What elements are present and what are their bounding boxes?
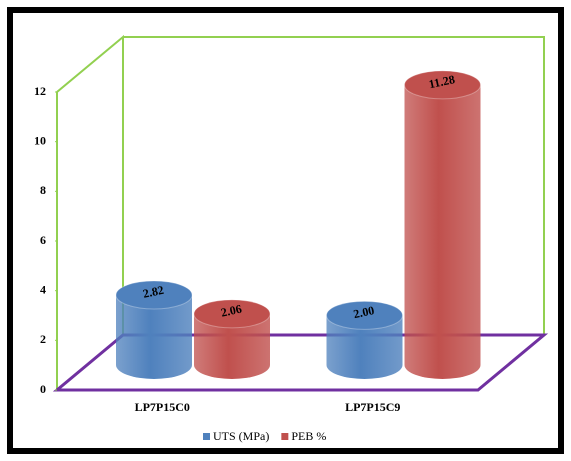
y-tick-label: 4 [40, 282, 46, 296]
bar-top [404, 70, 481, 100]
legend-text: UTS (MPa) [213, 429, 269, 443]
bar [326, 315, 403, 380]
floor [52, 333, 549, 392]
legend-swatch [281, 433, 289, 440]
y-tick-label: 6 [40, 233, 46, 247]
legend-text: PEB % [291, 429, 326, 443]
x-tick-label: LP7P15C0 [135, 400, 190, 414]
value-label: 2.82 [142, 283, 165, 301]
x-tick-label: LP7P15C9 [345, 400, 400, 414]
y-tick-label: 12 [34, 84, 46, 98]
bar-top [115, 280, 193, 310]
value-label: 11.28 [427, 72, 456, 91]
value-label: 2.00 [352, 303, 375, 321]
y-tick-label: 2 [40, 332, 46, 346]
bar [116, 294, 192, 379]
bar-top [193, 299, 271, 329]
y-tick-label: 0 [40, 382, 46, 396]
bar [194, 313, 270, 379]
back-wall [123, 36, 545, 335]
bar [404, 84, 481, 380]
y-tick-label: 8 [40, 183, 46, 197]
value-label: 2.06 [220, 302, 243, 320]
y-tick-label: 10 [34, 133, 46, 147]
legend-swatch [203, 433, 210, 440]
bar-top [326, 300, 403, 330]
